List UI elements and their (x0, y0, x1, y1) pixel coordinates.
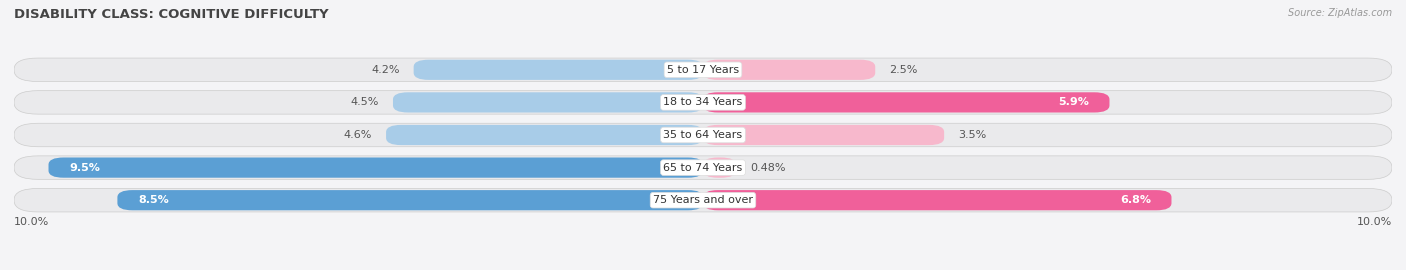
Text: 3.5%: 3.5% (957, 130, 986, 140)
FancyBboxPatch shape (703, 60, 875, 80)
FancyBboxPatch shape (703, 92, 1109, 113)
Text: 9.5%: 9.5% (69, 163, 100, 173)
Text: 4.5%: 4.5% (352, 97, 380, 107)
Text: 10.0%: 10.0% (1357, 217, 1392, 227)
Text: 6.8%: 6.8% (1119, 195, 1152, 205)
Text: 10.0%: 10.0% (14, 217, 49, 227)
FancyBboxPatch shape (14, 58, 1392, 82)
Text: Source: ZipAtlas.com: Source: ZipAtlas.com (1288, 8, 1392, 18)
Text: 8.5%: 8.5% (138, 195, 169, 205)
FancyBboxPatch shape (392, 92, 703, 113)
FancyBboxPatch shape (14, 188, 1392, 212)
FancyBboxPatch shape (413, 60, 703, 80)
Text: 18 to 34 Years: 18 to 34 Years (664, 97, 742, 107)
FancyBboxPatch shape (14, 156, 1392, 179)
Text: 0.48%: 0.48% (749, 163, 786, 173)
FancyBboxPatch shape (703, 125, 945, 145)
FancyBboxPatch shape (703, 190, 1171, 210)
Text: 4.6%: 4.6% (344, 130, 373, 140)
FancyBboxPatch shape (14, 123, 1392, 147)
Text: 2.5%: 2.5% (889, 65, 917, 75)
Text: 65 to 74 Years: 65 to 74 Years (664, 163, 742, 173)
FancyBboxPatch shape (703, 157, 737, 178)
Text: DISABILITY CLASS: COGNITIVE DIFFICULTY: DISABILITY CLASS: COGNITIVE DIFFICULTY (14, 8, 329, 21)
Text: 75 Years and over: 75 Years and over (652, 195, 754, 205)
FancyBboxPatch shape (48, 157, 703, 178)
FancyBboxPatch shape (387, 125, 703, 145)
FancyBboxPatch shape (14, 91, 1392, 114)
FancyBboxPatch shape (117, 190, 703, 210)
Text: 4.2%: 4.2% (371, 65, 399, 75)
Text: 5.9%: 5.9% (1057, 97, 1088, 107)
Text: 5 to 17 Years: 5 to 17 Years (666, 65, 740, 75)
Text: 35 to 64 Years: 35 to 64 Years (664, 130, 742, 140)
